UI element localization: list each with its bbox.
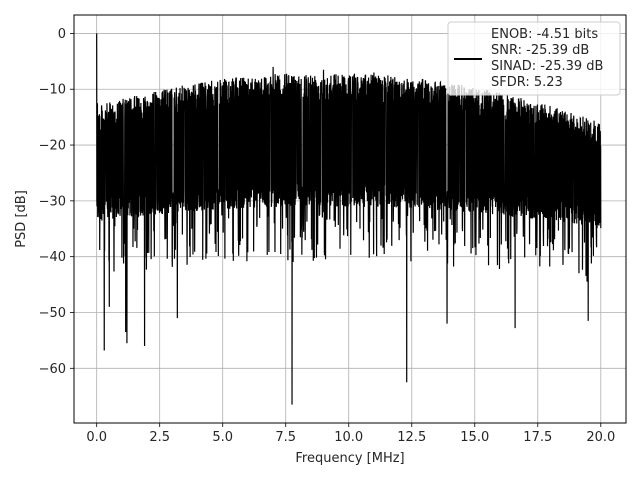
legend-snr: SNR: -25.39 dB xyxy=(491,43,589,58)
legend-enob: ENOB: -4.51 bits xyxy=(491,27,598,42)
x-tick-label: 15.0 xyxy=(460,430,489,445)
x-tick-label: 5.0 xyxy=(212,430,233,445)
x-tick-label: 17.5 xyxy=(523,430,552,445)
x-tick-label: 12.5 xyxy=(397,430,426,445)
legend: ENOB: -4.51 bits SNR: -25.39 dB SINAD: -… xyxy=(447,21,621,96)
y-tick-label: −20 xyxy=(39,139,66,154)
x-tick-label: 10.0 xyxy=(334,430,363,445)
y-tick-label: −10 xyxy=(39,83,66,98)
x-axis-ticks: 0.0 2.5 5.0 7.5 10.0 12.5 15.0 17.5 20.0 xyxy=(86,423,615,445)
y-tick-label: −40 xyxy=(39,250,66,265)
y-tick-label: 0 xyxy=(58,27,66,42)
x-tick-label: 0.0 xyxy=(86,430,107,445)
y-axis-label: PSD [dB] xyxy=(14,190,29,248)
legend-box xyxy=(447,21,621,96)
x-tick-label: 2.5 xyxy=(149,430,170,445)
x-axis-label: Frequency [MHz] xyxy=(295,451,404,466)
y-tick-label: −50 xyxy=(39,306,66,321)
y-tick-label: −60 xyxy=(39,362,66,377)
legend-sfdr: SFDR: 5.23 xyxy=(491,75,563,90)
y-tick-label: −30 xyxy=(39,194,66,209)
legend-sinad: SINAD: -25.39 dB xyxy=(491,59,603,74)
x-tick-label: 7.5 xyxy=(275,430,296,445)
x-tick-label: 20.0 xyxy=(586,430,615,445)
psd-series xyxy=(96,33,602,405)
y-axis-ticks: 0 −10 −20 −30 −40 −50 −60 xyxy=(39,27,74,377)
plot-frame xyxy=(73,14,627,424)
psd-line xyxy=(96,33,602,405)
